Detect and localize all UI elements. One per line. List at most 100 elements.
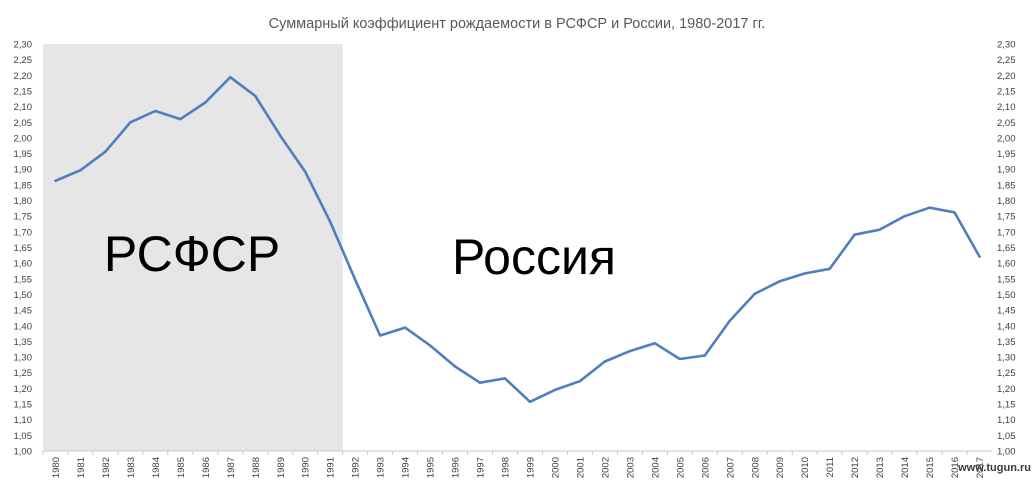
watermark: www.tugun.ru — [957, 462, 1031, 474]
x-tick-label-2000: 2000 — [550, 457, 561, 478]
y-tick-right-2: 1,10 — [997, 415, 1016, 426]
x-tick-label-2003: 2003 — [625, 457, 636, 478]
data-point-1981 — [79, 168, 82, 172]
data-point-2012 — [853, 233, 856, 236]
x-tick-label-1993: 1993 — [376, 457, 387, 478]
y-tick-right-4: 1,20 — [997, 384, 1016, 395]
y-axis-left: 1,00 1,05 1,10 1,15 1,20 1,25 1,30 1,35 1,40 1,45… — [14, 40, 33, 458]
x-tick-label-2006: 2006 — [700, 457, 711, 478]
x-tick-label-1997: 1997 — [476, 457, 487, 478]
y-tick-left-19: 1,95 — [14, 149, 33, 160]
data-point-2006 — [703, 354, 707, 357]
data-point-1989 — [279, 134, 282, 137]
x-tick-label-2017: 2017 — [975, 457, 986, 478]
y-tick-left-11: 1,55 — [14, 274, 33, 285]
y-tick-right-15: 1,75 — [997, 212, 1016, 223]
x-tick-label-1995: 1995 — [426, 457, 437, 478]
y-tick-right-1: 1,05 — [997, 431, 1016, 442]
y-tick-left-14: 1,70 — [14, 227, 33, 238]
data-point-2004 — [653, 342, 657, 345]
x-tick-label-1981: 1981 — [76, 457, 87, 478]
data-point-1993 — [378, 334, 382, 337]
y-tick-right-5: 1,25 — [997, 368, 1016, 379]
y-tick-left-13: 1,65 — [14, 243, 33, 254]
y-tick-left-9: 1,45 — [14, 306, 33, 317]
y-tick-right-26: 2,30 — [997, 40, 1016, 51]
y-tick-right-14: 1,70 — [997, 227, 1016, 238]
data-point-1997 — [478, 381, 482, 384]
x-tick-label-2012: 2012 — [850, 457, 861, 478]
data-point-1980 — [54, 179, 57, 183]
data-point-2015 — [928, 206, 931, 209]
x-tick-label-2010: 2010 — [800, 457, 811, 478]
data-point-2011 — [828, 267, 831, 270]
x-tick-label-2009: 2009 — [775, 457, 786, 478]
y-tick-left-23: 2,15 — [14, 86, 33, 97]
y-tick-right-22: 2,10 — [997, 102, 1016, 113]
y-tick-right-20: 2,00 — [997, 133, 1016, 144]
y-tick-left-20: 2,00 — [14, 133, 33, 144]
chart-title: Суммарный коэффициент рождаемости в РСФС… — [269, 16, 766, 32]
data-point-1988 — [254, 94, 257, 98]
region-label-russia: Россия — [452, 229, 616, 285]
y-tick-left-7: 1,35 — [14, 337, 33, 348]
y-tick-left-1: 1,05 — [14, 431, 33, 442]
y-tick-left-0: 1,00 — [14, 447, 33, 458]
y-tick-right-11: 1,55 — [997, 274, 1016, 285]
data-point-2008 — [753, 292, 756, 296]
data-point-1992 — [353, 278, 357, 281]
x-tick-label-1983: 1983 — [126, 457, 137, 478]
data-point-1995 — [428, 344, 432, 347]
y-tick-left-17: 1,85 — [14, 180, 33, 191]
y-tick-right-19: 1,95 — [997, 149, 1016, 160]
x-tick-label-1984: 1984 — [151, 457, 162, 478]
data-point-1990 — [304, 170, 307, 173]
y-tick-right-18: 1,90 — [997, 165, 1016, 176]
y-tick-right-23: 2,15 — [997, 86, 1016, 97]
data-point-2005 — [678, 357, 682, 361]
x-tick-label-2015: 2015 — [925, 457, 936, 478]
data-point-2003 — [628, 349, 632, 353]
data-point-2017 — [978, 255, 981, 258]
x-tick-label-1982: 1982 — [101, 457, 112, 478]
x-tick-label-1999: 1999 — [525, 457, 536, 478]
y-tick-right-7: 1,35 — [997, 337, 1016, 348]
y-tick-right-16: 1,80 — [997, 196, 1016, 207]
y-tick-right-21: 2,05 — [997, 118, 1016, 129]
data-point-1999 — [528, 400, 532, 404]
data-point-1994 — [403, 326, 407, 329]
y-tick-left-12: 1,60 — [14, 259, 33, 270]
data-point-1985 — [179, 117, 182, 121]
x-axis: 1980 1981 1982 1983 1984 1985 1986 1987 1988 1989… — [42, 451, 986, 478]
x-tick-label-2001: 2001 — [575, 457, 586, 478]
data-point-2002 — [603, 360, 607, 363]
data-point-2014 — [903, 214, 906, 218]
x-tick-label-1990: 1990 — [301, 457, 312, 478]
y-tick-left-15: 1,75 — [14, 212, 33, 223]
y-tick-left-5: 1,25 — [14, 368, 33, 379]
series-points — [54, 75, 981, 404]
y-tick-left-26: 2,30 — [14, 40, 33, 51]
y-tick-right-3: 1,15 — [997, 400, 1016, 411]
x-tick-label-2002: 2002 — [600, 457, 611, 478]
x-tick-label-2016: 2016 — [950, 457, 961, 478]
y-tick-left-8: 1,40 — [14, 321, 33, 332]
data-point-2010 — [803, 272, 806, 275]
x-tick-label-2013: 2013 — [875, 457, 886, 478]
x-tick-label-1986: 1986 — [201, 457, 212, 478]
x-tick-label-1980: 1980 — [51, 457, 62, 478]
y-tick-right-10: 1,50 — [997, 290, 1016, 301]
y-tick-right-8: 1,40 — [997, 321, 1016, 332]
x-tick-label-2004: 2004 — [650, 457, 661, 478]
y-tick-right-6: 1,30 — [997, 353, 1016, 364]
y-tick-left-3: 1,15 — [14, 400, 33, 411]
y-tick-left-24: 2,20 — [14, 71, 33, 82]
data-point-2009 — [778, 280, 781, 283]
x-tick-label-2011: 2011 — [825, 457, 836, 477]
y-tick-left-2: 1,10 — [14, 415, 33, 426]
y-tick-right-0: 1,00 — [997, 447, 1016, 458]
y-tick-left-16: 1,80 — [14, 196, 33, 207]
x-tick-label-2005: 2005 — [675, 457, 686, 478]
x-tick-label-1996: 1996 — [451, 457, 462, 478]
